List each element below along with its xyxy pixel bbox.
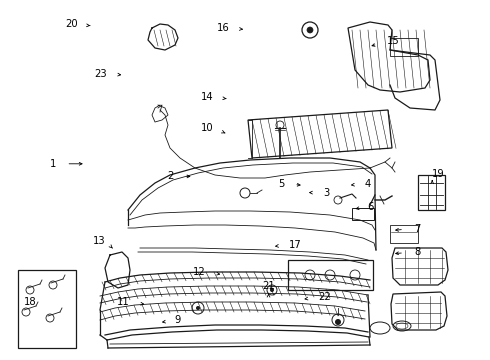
- Circle shape: [270, 288, 274, 292]
- Text: 6: 6: [368, 202, 374, 212]
- Bar: [18, 270, 76, 348]
- Text: 23: 23: [94, 69, 107, 79]
- Circle shape: [335, 319, 341, 325]
- Text: 18: 18: [24, 297, 37, 307]
- Text: 8: 8: [414, 247, 420, 257]
- Text: 1: 1: [50, 159, 56, 169]
- Text: 16: 16: [217, 23, 229, 33]
- Text: 15: 15: [387, 36, 400, 46]
- Text: 12: 12: [193, 267, 206, 277]
- Text: 14: 14: [200, 92, 213, 102]
- Text: 20: 20: [65, 19, 77, 30]
- Text: 3: 3: [323, 188, 330, 198]
- Text: 5: 5: [278, 179, 284, 189]
- Circle shape: [196, 306, 200, 310]
- Text: 11: 11: [117, 297, 130, 307]
- Bar: [288, 260, 373, 290]
- Text: 17: 17: [289, 240, 302, 250]
- Text: 7: 7: [414, 224, 420, 234]
- Text: 21: 21: [262, 281, 275, 291]
- Bar: [390, 225, 418, 243]
- Circle shape: [307, 27, 313, 33]
- Bar: [390, 38, 418, 56]
- Text: 22: 22: [318, 292, 331, 302]
- Text: 9: 9: [174, 315, 180, 325]
- Text: 2: 2: [168, 171, 174, 181]
- Text: 13: 13: [93, 236, 105, 246]
- Bar: [352, 208, 374, 220]
- Text: 19: 19: [432, 168, 445, 179]
- Text: 4: 4: [365, 179, 371, 189]
- Text: 10: 10: [200, 123, 213, 133]
